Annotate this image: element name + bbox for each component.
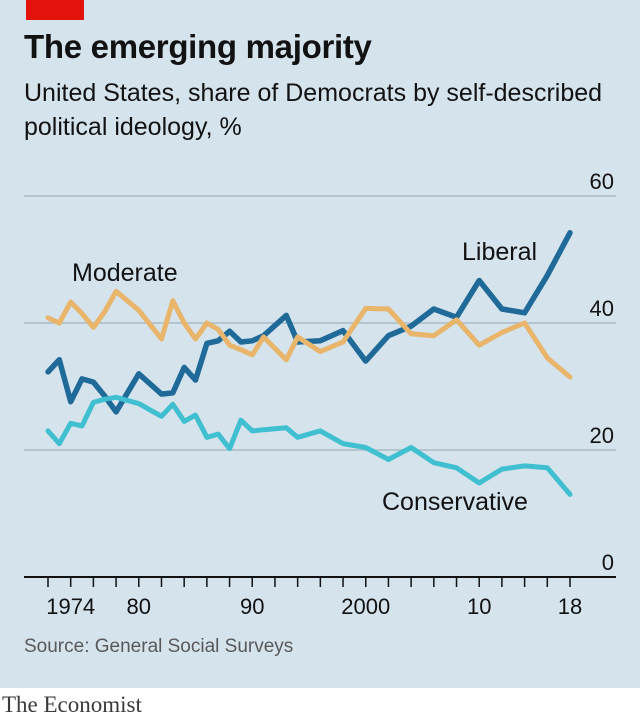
x-tick-label-1974: 1974	[46, 594, 95, 619]
x-tick-label-90: 90	[240, 594, 264, 619]
series-line-conservative	[48, 397, 570, 494]
series-label-liberal: Liberal	[462, 238, 537, 266]
source-note: Source: General Social Surveys	[24, 636, 293, 658]
x-axis	[24, 577, 616, 587]
series-label-moderate: Moderate	[72, 259, 178, 287]
publisher-wordmark: The Economist	[2, 692, 142, 718]
y-tick-label-20: 20	[590, 423, 614, 448]
series-line-moderate	[48, 291, 570, 377]
y-tick-labels: 0 20 40 60	[590, 169, 614, 575]
y-tick-label-40: 40	[590, 296, 614, 321]
y-tick-label-60: 60	[590, 169, 614, 194]
x-tick-label-10: 10	[467, 594, 491, 619]
y-tick-label-0: 0	[602, 550, 614, 575]
series-label-conservative: Conservative	[382, 488, 528, 516]
x-tick-label-2000: 2000	[341, 594, 390, 619]
x-tick-label-80: 80	[127, 594, 151, 619]
line-chart: 0 20 40 60 1974 80 90 2000 10 18 Liberal Moderate…	[0, 0, 640, 640]
x-tick-labels: 1974 80 90 2000 10 18	[46, 594, 582, 619]
x-tick-label-18: 18	[558, 594, 582, 619]
